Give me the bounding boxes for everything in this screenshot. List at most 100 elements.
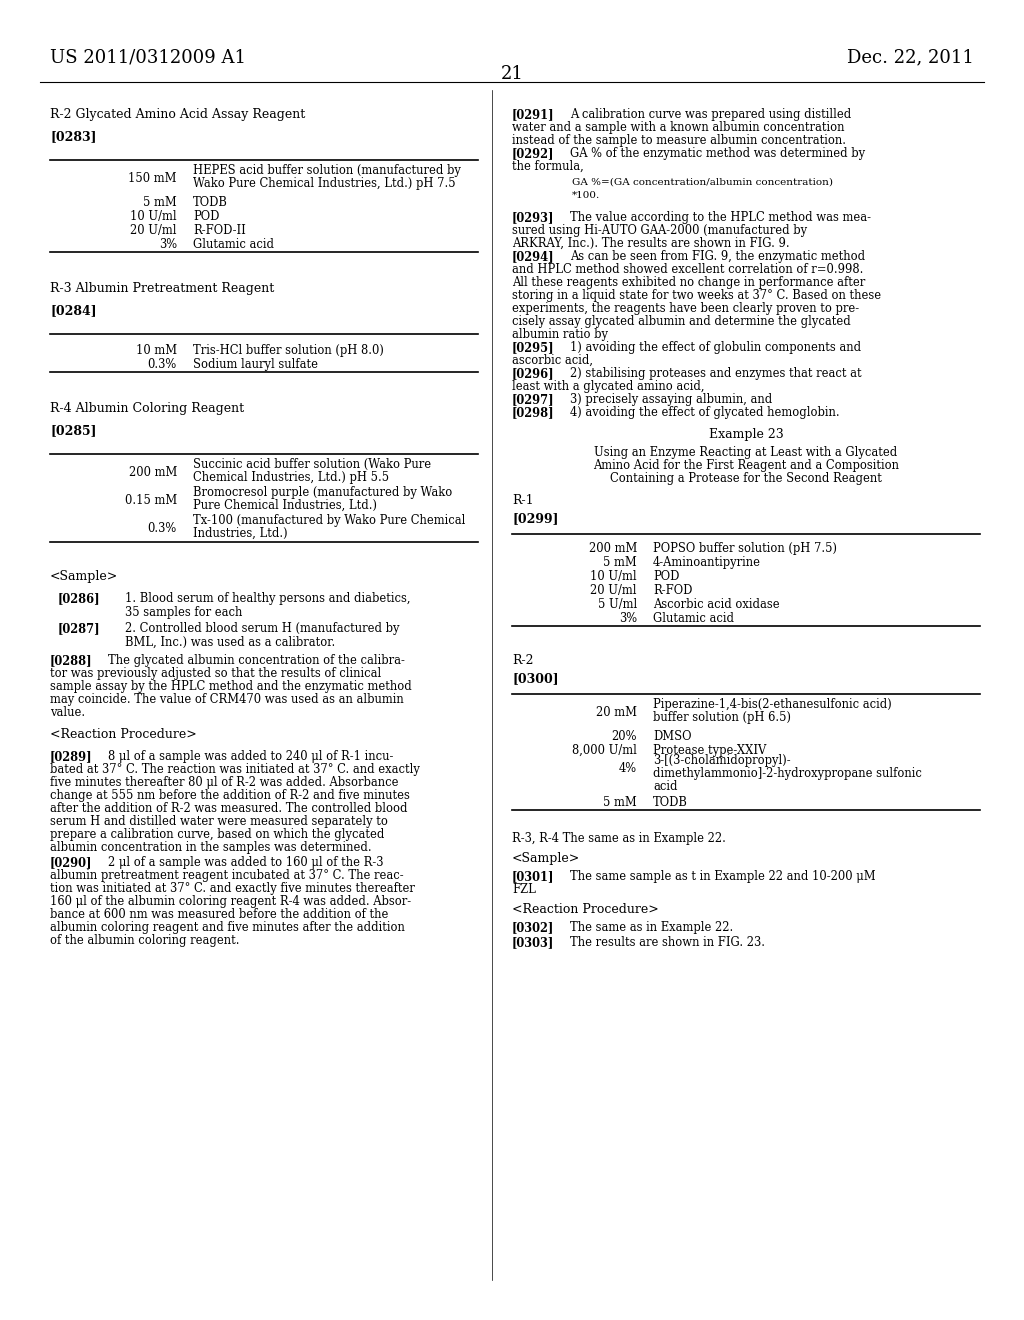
Text: bance at 600 nm was measured before the addition of the: bance at 600 nm was measured before the … (50, 908, 388, 921)
Text: cisely assay glycated albumin and determine the glycated: cisely assay glycated albumin and determ… (512, 315, 851, 327)
Text: The same sample as t in Example 22 and 10-200 μM: The same sample as t in Example 22 and 1… (570, 870, 876, 883)
Text: [0291]: [0291] (512, 108, 555, 121)
Text: 3) precisely assaying albumin, and: 3) precisely assaying albumin, and (570, 393, 772, 407)
Text: 5 mM: 5 mM (143, 195, 177, 209)
Text: Protease type-XXIV: Protease type-XXIV (653, 744, 766, 756)
Text: GA %=(GA concentration/albumin concentration): GA %=(GA concentration/albumin concentra… (572, 178, 833, 187)
Text: Sodium lauryl sulfate: Sodium lauryl sulfate (193, 358, 318, 371)
Text: least with a glycated amino acid,: least with a glycated amino acid, (512, 380, 705, 393)
Text: R-3 Albumin Pretreatment Reagent: R-3 Albumin Pretreatment Reagent (50, 282, 274, 294)
Text: 2. Controlled blood serum H (manufactured by: 2. Controlled blood serum H (manufacture… (125, 622, 399, 635)
Text: [0288]: [0288] (50, 653, 92, 667)
Text: 0.15 mM: 0.15 mM (125, 494, 177, 507)
Text: 20 U/ml: 20 U/ml (130, 224, 177, 238)
Text: five minutes thereafter 80 μl of R-2 was added. Absorbance: five minutes thereafter 80 μl of R-2 was… (50, 776, 398, 789)
Text: R-2 Glycated Amino Acid Assay Reagent: R-2 Glycated Amino Acid Assay Reagent (50, 108, 305, 121)
Text: [0297]: [0297] (512, 393, 555, 407)
Text: after the addition of R-2 was measured. The controlled blood: after the addition of R-2 was measured. … (50, 803, 408, 814)
Text: <Sample>: <Sample> (50, 570, 118, 583)
Text: GA % of the enzymatic method was determined by: GA % of the enzymatic method was determi… (570, 147, 865, 160)
Text: [0296]: [0296] (512, 367, 555, 380)
Text: prepare a calibration curve, based on which the glycated: prepare a calibration curve, based on wh… (50, 828, 384, 841)
Text: [0294]: [0294] (512, 249, 555, 263)
Text: [0290]: [0290] (50, 855, 92, 869)
Text: 10 U/ml: 10 U/ml (591, 570, 637, 583)
Text: ascorbic acid,: ascorbic acid, (512, 354, 593, 367)
Text: 4%: 4% (618, 762, 637, 775)
Text: The results are shown in FIG. 23.: The results are shown in FIG. 23. (570, 936, 765, 949)
Text: 3-[(3-cholamidopropyl)-: 3-[(3-cholamidopropyl)- (653, 754, 791, 767)
Text: instead of the sample to measure albumin concentration.: instead of the sample to measure albumin… (512, 135, 846, 147)
Text: [0293]: [0293] (512, 211, 555, 224)
Text: serum H and distilled water were measured separately to: serum H and distilled water were measure… (50, 814, 388, 828)
Text: <Sample>: <Sample> (512, 851, 581, 865)
Text: [0286]: [0286] (58, 591, 100, 605)
Text: sample assay by the HPLC method and the enzymatic method: sample assay by the HPLC method and the … (50, 680, 412, 693)
Text: R-FOD: R-FOD (653, 583, 692, 597)
Text: tion was initiated at 37° C. and exactly five minutes thereafter: tion was initiated at 37° C. and exactly… (50, 882, 415, 895)
Text: 20 U/ml: 20 U/ml (591, 583, 637, 597)
Text: [0303]: [0303] (512, 936, 554, 949)
Text: The value according to the HPLC method was mea-: The value according to the HPLC method w… (570, 211, 871, 224)
Text: POD: POD (193, 210, 219, 223)
Text: albumin coloring reagent and five minutes after the addition: albumin coloring reagent and five minute… (50, 921, 404, 935)
Text: US 2011/0312009 A1: US 2011/0312009 A1 (50, 48, 246, 66)
Text: <Reaction Procedure>: <Reaction Procedure> (50, 729, 197, 741)
Text: tor was previously adjusted so that the results of clinical: tor was previously adjusted so that the … (50, 667, 381, 680)
Text: the formula,: the formula, (512, 160, 584, 173)
Text: 20%: 20% (611, 730, 637, 743)
Text: change at 555 nm before the addition of R-2 and five minutes: change at 555 nm before the addition of … (50, 789, 410, 803)
Text: Dec. 22, 2011: Dec. 22, 2011 (847, 48, 974, 66)
Text: [0284]: [0284] (50, 304, 96, 317)
Text: 160 μl of the albumin coloring reagent R-4 was added. Absor-: 160 μl of the albumin coloring reagent R… (50, 895, 411, 908)
Text: 5 U/ml: 5 U/ml (598, 598, 637, 611)
Text: TODB: TODB (193, 195, 228, 209)
Text: BML, Inc.) was used as a calibrator.: BML, Inc.) was used as a calibrator. (125, 636, 335, 649)
Text: ARKRAY, Inc.). The results are shown in FIG. 9.: ARKRAY, Inc.). The results are shown in … (512, 238, 790, 249)
Text: Amino Acid for the First Reagent and a Composition: Amino Acid for the First Reagent and a C… (593, 459, 899, 473)
Text: 35 samples for each: 35 samples for each (125, 606, 243, 619)
Text: R-3, R-4 The same as in Example 22.: R-3, R-4 The same as in Example 22. (512, 832, 726, 845)
Text: [0301]: [0301] (512, 870, 555, 883)
Text: All these reagents exhibited no change in performance after: All these reagents exhibited no change i… (512, 276, 865, 289)
Text: value.: value. (50, 706, 85, 719)
Text: experiments, the reagents have been clearly proven to pre-: experiments, the reagents have been clea… (512, 302, 859, 315)
Text: 1. Blood serum of healthy persons and diabetics,: 1. Blood serum of healthy persons and di… (125, 591, 411, 605)
Text: Example 23: Example 23 (709, 428, 783, 441)
Text: [0285]: [0285] (50, 424, 96, 437)
Text: Pure Chemical Industries, Ltd.): Pure Chemical Industries, Ltd.) (193, 499, 377, 512)
Text: 8,000 U/ml: 8,000 U/ml (572, 744, 637, 756)
Text: dimethylammonio]-2-hydroxypropane sulfonic: dimethylammonio]-2-hydroxypropane sulfon… (653, 767, 922, 780)
Text: bated at 37° C. The reaction was initiated at 37° C. and exactly: bated at 37° C. The reaction was initiat… (50, 763, 420, 776)
Text: 8 μl of a sample was added to 240 μl of R-1 incu-: 8 μl of a sample was added to 240 μl of … (108, 750, 393, 763)
Text: Tris-HCl buffer solution (pH 8.0): Tris-HCl buffer solution (pH 8.0) (193, 345, 384, 356)
Text: Chemical Industries, Ltd.) pH 5.5: Chemical Industries, Ltd.) pH 5.5 (193, 471, 389, 484)
Text: 5 mM: 5 mM (603, 796, 637, 809)
Text: Bromocresol purple (manufactured by Wako: Bromocresol purple (manufactured by Wako (193, 486, 453, 499)
Text: *100.: *100. (572, 191, 600, 201)
Text: 2 μl of a sample was added to 160 μl of the R-3: 2 μl of a sample was added to 160 μl of … (108, 855, 384, 869)
Text: A calibration curve was prepared using distilled: A calibration curve was prepared using d… (570, 108, 851, 121)
Text: 0.3%: 0.3% (147, 358, 177, 371)
Text: storing in a liquid state for two weeks at 37° C. Based on these: storing in a liquid state for two weeks … (512, 289, 881, 302)
Text: and HPLC method showed excellent correlation of r=0.998.: and HPLC method showed excellent correla… (512, 263, 863, 276)
Text: Tx-100 (manufactured by Wako Pure Chemical: Tx-100 (manufactured by Wako Pure Chemic… (193, 513, 465, 527)
Text: [0300]: [0300] (512, 672, 559, 685)
Text: DMSO: DMSO (653, 730, 691, 743)
Text: 21: 21 (501, 65, 523, 83)
Text: The same as in Example 22.: The same as in Example 22. (570, 921, 733, 935)
Text: 0.3%: 0.3% (147, 521, 177, 535)
Text: 3%: 3% (618, 612, 637, 624)
Text: may coincide. The value of CRM470 was used as an albumin: may coincide. The value of CRM470 was us… (50, 693, 403, 706)
Text: R-1: R-1 (512, 494, 534, 507)
Text: 150 mM: 150 mM (128, 172, 177, 185)
Text: POPSO buffer solution (pH 7.5): POPSO buffer solution (pH 7.5) (653, 543, 837, 554)
Text: R-2: R-2 (512, 653, 534, 667)
Text: [0283]: [0283] (50, 129, 96, 143)
Text: 200 mM: 200 mM (129, 466, 177, 479)
Text: albumin pretreatment reagent incubated at 37° C. The reac-: albumin pretreatment reagent incubated a… (50, 869, 403, 882)
Text: As can be seen from FIG. 9, the enzymatic method: As can be seen from FIG. 9, the enzymati… (570, 249, 865, 263)
Text: 4-Aminoantipyrine: 4-Aminoantipyrine (653, 556, 761, 569)
Text: [0287]: [0287] (58, 622, 100, 635)
Text: 20 mM: 20 mM (596, 706, 637, 719)
